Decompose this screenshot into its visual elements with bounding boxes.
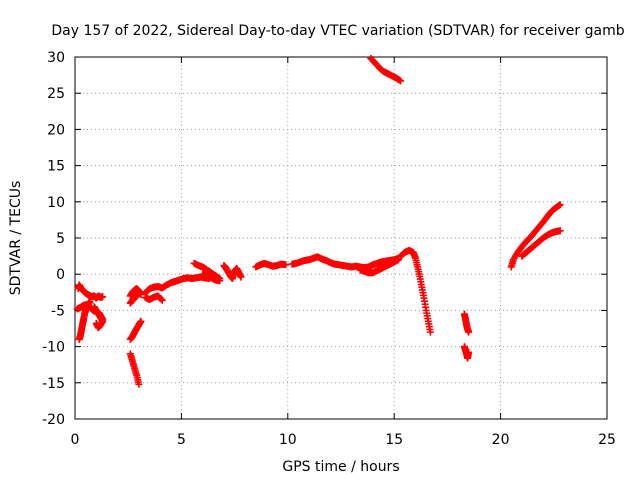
series-seg-t [460, 343, 473, 362]
data-point [135, 380, 143, 388]
y-tick-label: -15 [42, 376, 65, 392]
series-seg-j [141, 292, 166, 304]
data-point [282, 261, 290, 269]
y-tick-label: -10 [42, 340, 65, 356]
data-point [157, 295, 165, 303]
data-point [216, 277, 224, 285]
y-tick-label: 20 [47, 122, 65, 138]
series-seg-n [252, 259, 290, 271]
x-tick-label: 15 [385, 432, 403, 448]
series-seg-a [74, 281, 107, 302]
y-tick-label: 0 [56, 267, 65, 283]
x-tick-label: 10 [279, 432, 297, 448]
series-seg-i [141, 273, 213, 297]
data-point [556, 227, 564, 235]
y-tick-label: -5 [51, 303, 65, 319]
series-seg-f [126, 350, 143, 388]
y-axis-label: SDTVAR / TECUs [8, 181, 24, 296]
y-tick-label: 5 [56, 231, 65, 247]
data-point [158, 296, 166, 304]
series-seg-r [367, 54, 405, 85]
grid [75, 57, 607, 419]
data-point [556, 201, 564, 209]
data-point [99, 293, 107, 301]
x-tick-label: 5 [177, 432, 186, 448]
x-tick-label: 0 [71, 432, 80, 448]
series-seg-p [356, 256, 402, 277]
data-point [397, 77, 405, 85]
series-seg-l [199, 270, 224, 285]
series-seg-s [460, 310, 473, 336]
series-seg-m [220, 262, 245, 283]
axis-ticks: 0 5 10 15 20 25 -20 -15 -10 -5 0 5 10 15 20 25 30 [42, 50, 616, 448]
y-tick-label: 30 [47, 50, 65, 66]
series-seg-u [507, 201, 564, 271]
y-tick-label: -20 [42, 412, 65, 428]
data-point [394, 256, 402, 264]
series-seg-v [518, 227, 564, 260]
y-tick-label: 15 [47, 159, 65, 175]
data-point [237, 273, 245, 281]
data-point [137, 317, 145, 325]
x-axis-label: GPS time / hours [282, 459, 399, 475]
data-point [465, 328, 473, 336]
series-seg-q [397, 246, 434, 336]
y-tick-label: 25 [47, 86, 65, 102]
data-point [465, 348, 473, 356]
series-seg-d [90, 303, 107, 332]
chart-title: Day 157 of 2022, Sidereal Day-to-day VTE… [51, 23, 624, 39]
x-tick-label: 25 [598, 432, 616, 448]
data-point [92, 319, 100, 327]
data-point [133, 292, 141, 300]
x-tick-label: 20 [492, 432, 510, 448]
data-point [426, 328, 434, 336]
series-seg-e [126, 317, 145, 343]
series-seg-h [126, 292, 141, 307]
y-tick-label: 10 [47, 195, 65, 211]
data-points [73, 54, 564, 388]
data-point [137, 290, 145, 298]
